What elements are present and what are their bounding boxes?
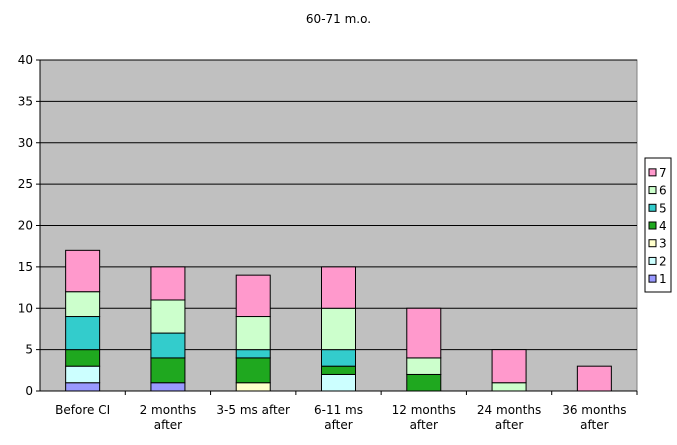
legend-label-2: 2	[659, 254, 667, 268]
bar-segment-5	[235, 349, 271, 359]
x-tick-label: 6-11 ms	[314, 403, 363, 417]
bar-segment-4	[235, 357, 271, 384]
x-tick-label: Before CI	[55, 403, 110, 417]
bar-segment-1	[150, 382, 186, 392]
legend-swatch-7	[648, 168, 657, 177]
x-tick-label: 24 months	[477, 403, 541, 417]
bar-segment-6	[235, 316, 271, 351]
y-tick-label: 30	[18, 136, 33, 150]
bar-segment-2	[321, 373, 356, 392]
y-tick-label: 35	[18, 94, 33, 108]
bar-segment-6	[321, 307, 356, 351]
legend-label-5: 5	[659, 201, 667, 215]
legend-label-4: 4	[659, 219, 667, 233]
chart-title: 60-71 m.o.	[305, 12, 372, 26]
bar-segment-4	[406, 373, 442, 392]
y-tick-label: 25	[18, 177, 33, 191]
bar-segment-7	[406, 307, 442, 359]
x-tick-label: after	[410, 418, 438, 432]
legend-label-1: 1	[659, 272, 667, 286]
bar-segment-7	[321, 266, 356, 309]
legend-swatch-5	[648, 203, 657, 212]
bar-segment-4	[65, 349, 101, 367]
y-tick-label: 0	[25, 384, 33, 398]
bar-segment-6	[65, 291, 101, 318]
legend-swatch-3	[648, 239, 657, 248]
legend-swatch-2	[648, 256, 657, 265]
x-tick-label: 3-5 ms after	[216, 403, 290, 417]
bar-segment-6	[491, 382, 527, 392]
legend-swatch-6	[648, 186, 657, 195]
x-tick-label: after	[495, 418, 523, 432]
bar-segment-5	[150, 332, 186, 359]
bar-segment-7	[150, 266, 186, 301]
bar-segment-7	[491, 349, 527, 384]
bar-segment-7	[235, 274, 271, 318]
bar-segment-6	[150, 299, 186, 334]
bar-segment-1	[65, 382, 101, 392]
y-tick-label: 40	[18, 53, 33, 67]
y-tick-label: 20	[18, 219, 33, 233]
x-tick-label: after	[580, 418, 608, 432]
bar-segment-5	[321, 349, 356, 367]
bar-segment-4	[150, 357, 186, 384]
legend-label-7: 7	[659, 166, 667, 180]
bar-segment-2	[65, 365, 101, 384]
x-tick-label: 2 months	[140, 403, 197, 417]
y-tick-label: 5	[25, 343, 33, 357]
legend-label-3: 3	[659, 237, 667, 251]
bar-segment-7	[576, 365, 612, 392]
y-tick-label: 10	[18, 301, 33, 315]
bar-segment-7	[65, 249, 101, 293]
x-tick-label: 12 months	[392, 403, 456, 417]
bar-segment-3	[235, 382, 271, 392]
bar-segment-6	[406, 357, 442, 375]
x-tick-label: after	[324, 418, 352, 432]
bar-segment-4	[321, 365, 356, 375]
bar-segment-5	[65, 316, 101, 351]
x-tick-label: after	[154, 418, 182, 432]
legend-swatch-4	[648, 221, 657, 230]
x-tick-label: 36 months	[562, 403, 626, 417]
y-tick-label: 15	[18, 260, 33, 274]
legend-label-6: 6	[659, 184, 667, 198]
legend-swatch-1	[648, 274, 657, 283]
